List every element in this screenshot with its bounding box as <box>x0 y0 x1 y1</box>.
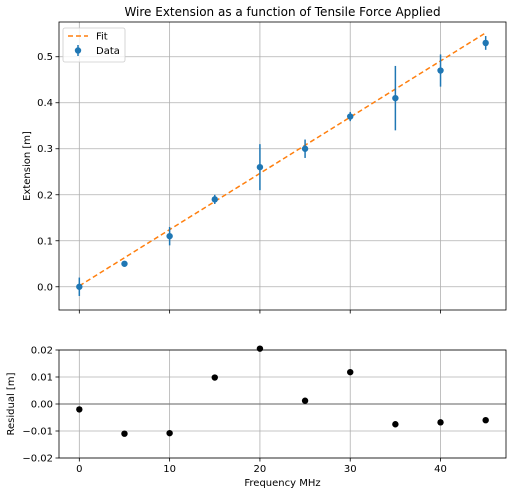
extension-y-tick-label: 0.2 <box>37 190 53 201</box>
data-point <box>392 94 399 102</box>
residual-ticks: 0 10 20 30 40 −0.02 −0.01 0.00 0.01 0.02 <box>22 346 447 476</box>
extension-y-tick-label: 0.3 <box>37 144 53 155</box>
residual-points-group <box>76 345 489 437</box>
data-points-group <box>76 36 489 296</box>
residual-point <box>437 419 444 426</box>
residual-plot: 0 10 20 30 40 −0.02 −0.01 0.00 0.01 0.02 Frequenc… <box>6 345 507 489</box>
legend-data-label: Data <box>96 46 120 57</box>
residual-point <box>482 417 489 424</box>
residual-y-tick-label: 0.00 <box>31 400 53 411</box>
data-point <box>301 145 309 152</box>
residual-x-tick-label: 10 <box>163 464 176 475</box>
data-point <box>347 113 354 120</box>
data-point <box>121 260 128 267</box>
data-point <box>211 196 218 203</box>
extension-y-tick-label: 0.5 <box>37 52 53 63</box>
data-point <box>166 232 173 240</box>
residual-y-tick-label: −0.02 <box>22 454 53 465</box>
data-point <box>76 283 83 290</box>
residual-point <box>166 429 173 437</box>
data-point <box>437 67 444 74</box>
data-point <box>482 39 489 47</box>
residual-point <box>121 430 128 437</box>
extension-plot: 0.0 0.1 0.2 0.3 0.4 0.5 Wire Extension as a f… <box>22 5 507 314</box>
legend-fit-label: Fit <box>96 32 108 43</box>
extension-y-tick-label: 0.4 <box>37 98 53 109</box>
legend: Fit Data <box>62 27 126 63</box>
extension-y-tick-label: 0.0 <box>37 282 53 293</box>
residual-x-tick-label: 40 <box>434 464 447 475</box>
residual-x-tick-label: 0 <box>76 464 82 475</box>
residual-point <box>256 345 264 352</box>
extension-axes-frame <box>58 21 507 311</box>
residual-x-tick-label: 20 <box>254 464 267 475</box>
residual-point <box>347 368 354 376</box>
legend-data-marker <box>74 47 82 54</box>
residual-point <box>76 406 83 413</box>
residual-x-tick-label: 30 <box>344 464 357 475</box>
residual-y-tick-label: 0.01 <box>31 373 53 384</box>
extension-y-tick-label: 0.1 <box>37 236 53 247</box>
residual-y-tick-label: 0.02 <box>31 346 53 357</box>
extension-y-axis-label: Extension [m] <box>22 131 33 201</box>
residual-y-tick-label: −0.01 <box>22 427 53 438</box>
extension-ticks: 0.0 0.1 0.2 0.3 0.4 0.5 <box>37 52 441 314</box>
residual-point <box>392 421 399 428</box>
residual-point <box>301 397 309 404</box>
extension-grid <box>59 22 506 310</box>
chart-title: Wire Extension as a function of Tensile … <box>124 5 440 19</box>
residual-y-axis-label: Residual [m] <box>6 372 17 435</box>
residual-x-axis-label: Frequency MHz <box>244 478 320 489</box>
data-point <box>256 163 264 171</box>
residual-point <box>211 374 218 381</box>
